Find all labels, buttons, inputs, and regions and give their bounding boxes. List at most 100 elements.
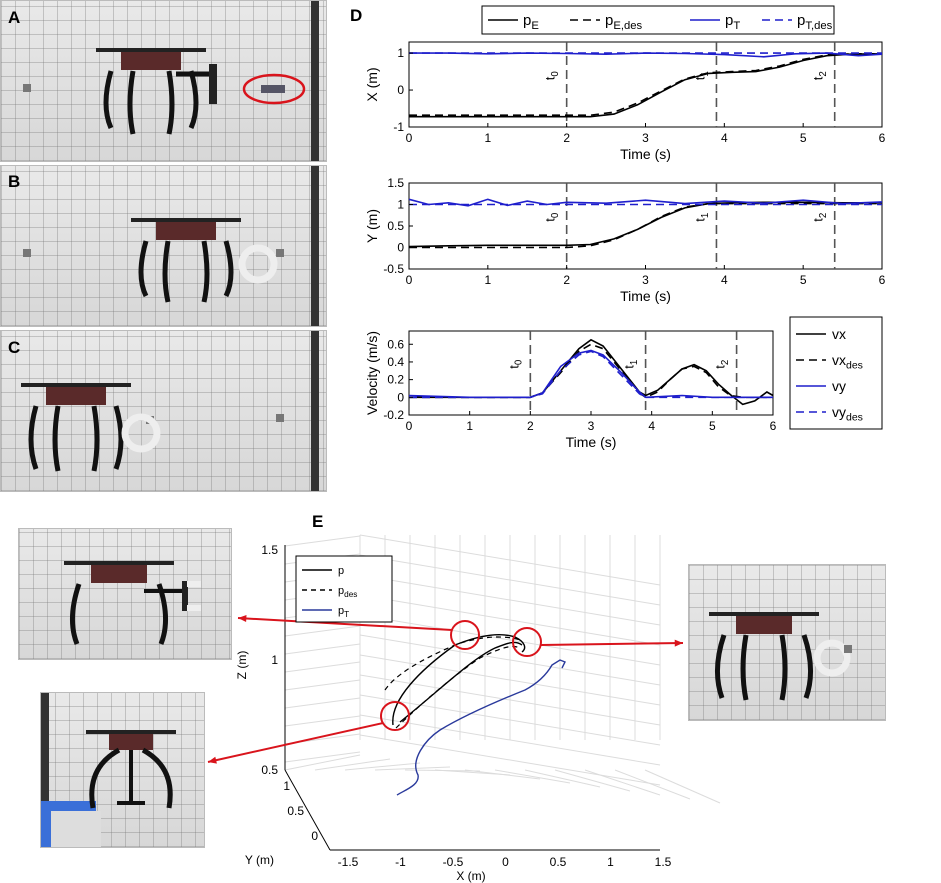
trajectory-p	[399, 641, 523, 723]
legend-label: vydes	[832, 404, 863, 424]
grid-line	[284, 751, 361, 763]
y-axis-label: Y (m)	[245, 853, 274, 867]
y-axis-label: X (m)	[364, 67, 380, 101]
panel-label-b: B	[8, 172, 21, 191]
x-tick-label: 1	[466, 419, 473, 433]
y-tick-label: -1	[393, 120, 404, 134]
series-line	[409, 343, 773, 399]
y-tick-label: 1	[283, 779, 290, 793]
time-marker-label: t2	[713, 360, 731, 369]
red-arrow	[237, 617, 453, 631]
grid-line	[464, 769, 541, 780]
y-axis	[284, 769, 331, 851]
time-marker-label: t0	[543, 212, 561, 222]
x-axis-label: Time (s)	[620, 288, 671, 304]
legend-label: p	[338, 565, 344, 577]
red-arrow	[540, 642, 684, 646]
drone-icon	[64, 561, 201, 645]
grid-line	[494, 769, 571, 784]
y-tick-label: 0	[397, 241, 404, 255]
panel-label-e: E	[312, 512, 324, 531]
time-marker-label: t2	[811, 71, 829, 80]
red-arrow-head	[208, 756, 217, 764]
y-tick-label: -0.5	[383, 262, 404, 276]
highlight-circle	[450, 620, 480, 650]
x-tick-label: 6	[879, 131, 886, 145]
grid-line	[359, 714, 661, 766]
grid-line	[614, 769, 691, 800]
grid-line	[359, 634, 661, 686]
grid-line	[284, 643, 361, 655]
trajectory-p	[392, 633, 526, 726]
time-marker-label: t1	[692, 213, 710, 222]
photo-a	[0, 0, 327, 162]
panel-label-a: A	[8, 8, 21, 27]
legend-label: pE	[523, 12, 539, 32]
x-tick-label: 5	[709, 419, 716, 433]
grid-line	[284, 754, 361, 771]
x-tick-label: 4	[721, 273, 728, 287]
x-tick-label: 0	[406, 273, 413, 287]
y-tick-label: 0	[397, 83, 404, 97]
x-tick-label: -1.5	[338, 855, 359, 869]
x-tick-label: 1	[484, 131, 491, 145]
grid-line	[314, 758, 391, 771]
series-line	[409, 53, 883, 118]
photo-b	[0, 165, 327, 327]
highlight-circle	[512, 627, 542, 657]
x-axis-label: Time (s)	[566, 434, 617, 450]
legend-label: pdes	[338, 585, 357, 599]
legend-label: pT	[338, 605, 349, 619]
grid-line	[359, 674, 661, 726]
panel-label-c: C	[8, 338, 21, 357]
series-line	[409, 52, 882, 116]
time-marker-label: t2	[811, 213, 829, 222]
trajectory-p-t	[396, 659, 566, 796]
time-marker-label: t1	[622, 360, 640, 369]
grid-line	[554, 769, 631, 792]
x-tick-label: 1	[484, 273, 491, 287]
highlight-circle	[380, 701, 410, 731]
grid-line	[284, 697, 361, 709]
x-tick-label: 0.5	[550, 855, 567, 869]
x-axis-label: Time (s)	[620, 146, 671, 162]
drone-icon	[709, 612, 852, 701]
y-tick-label: -0.2	[383, 408, 404, 422]
red-arrow-head	[238, 615, 247, 622]
x-tick-label: 3	[642, 273, 649, 287]
plot-frame	[408, 330, 774, 416]
legend-label: vxdes	[832, 352, 863, 372]
y-tick-label: 0	[397, 390, 404, 404]
x-tick-label: 1	[607, 855, 614, 869]
x-tick-label: 2	[527, 419, 534, 433]
grid-line	[359, 554, 661, 606]
x-tick-label: 4	[648, 419, 655, 433]
legend-label: vx	[832, 326, 846, 342]
x-tick-label: 5	[800, 131, 807, 145]
z-axis-label: Z (m)	[235, 651, 249, 680]
grid-line	[344, 762, 421, 771]
grid-line	[284, 715, 361, 727]
grid-line	[524, 769, 601, 788]
grid-line	[359, 534, 661, 586]
z-tick-label: 1	[271, 653, 278, 667]
legend-label: pT,des	[797, 12, 833, 32]
x-tick-label: 3	[642, 131, 649, 145]
y-tick-label: 1	[397, 46, 404, 60]
y-tick-label: 0.6	[387, 337, 404, 351]
drone-icon	[21, 331, 319, 491]
x-tick-label: 1.5	[655, 855, 672, 869]
y-tick-label: 0.5	[287, 804, 304, 818]
grid-line	[644, 769, 721, 804]
y-tick-label: 1	[397, 198, 404, 212]
drone-icon	[23, 166, 319, 326]
x-tick-label: 3	[588, 419, 595, 433]
y-tick-label: 0.4	[387, 355, 404, 369]
legend-box	[789, 316, 883, 430]
y-tick-label: 0.5	[387, 219, 404, 233]
x-tick-label: 4	[721, 131, 728, 145]
grid-line	[359, 574, 661, 626]
time-marker-label: t0	[543, 71, 561, 81]
y-tick-label: 1.5	[387, 176, 404, 190]
